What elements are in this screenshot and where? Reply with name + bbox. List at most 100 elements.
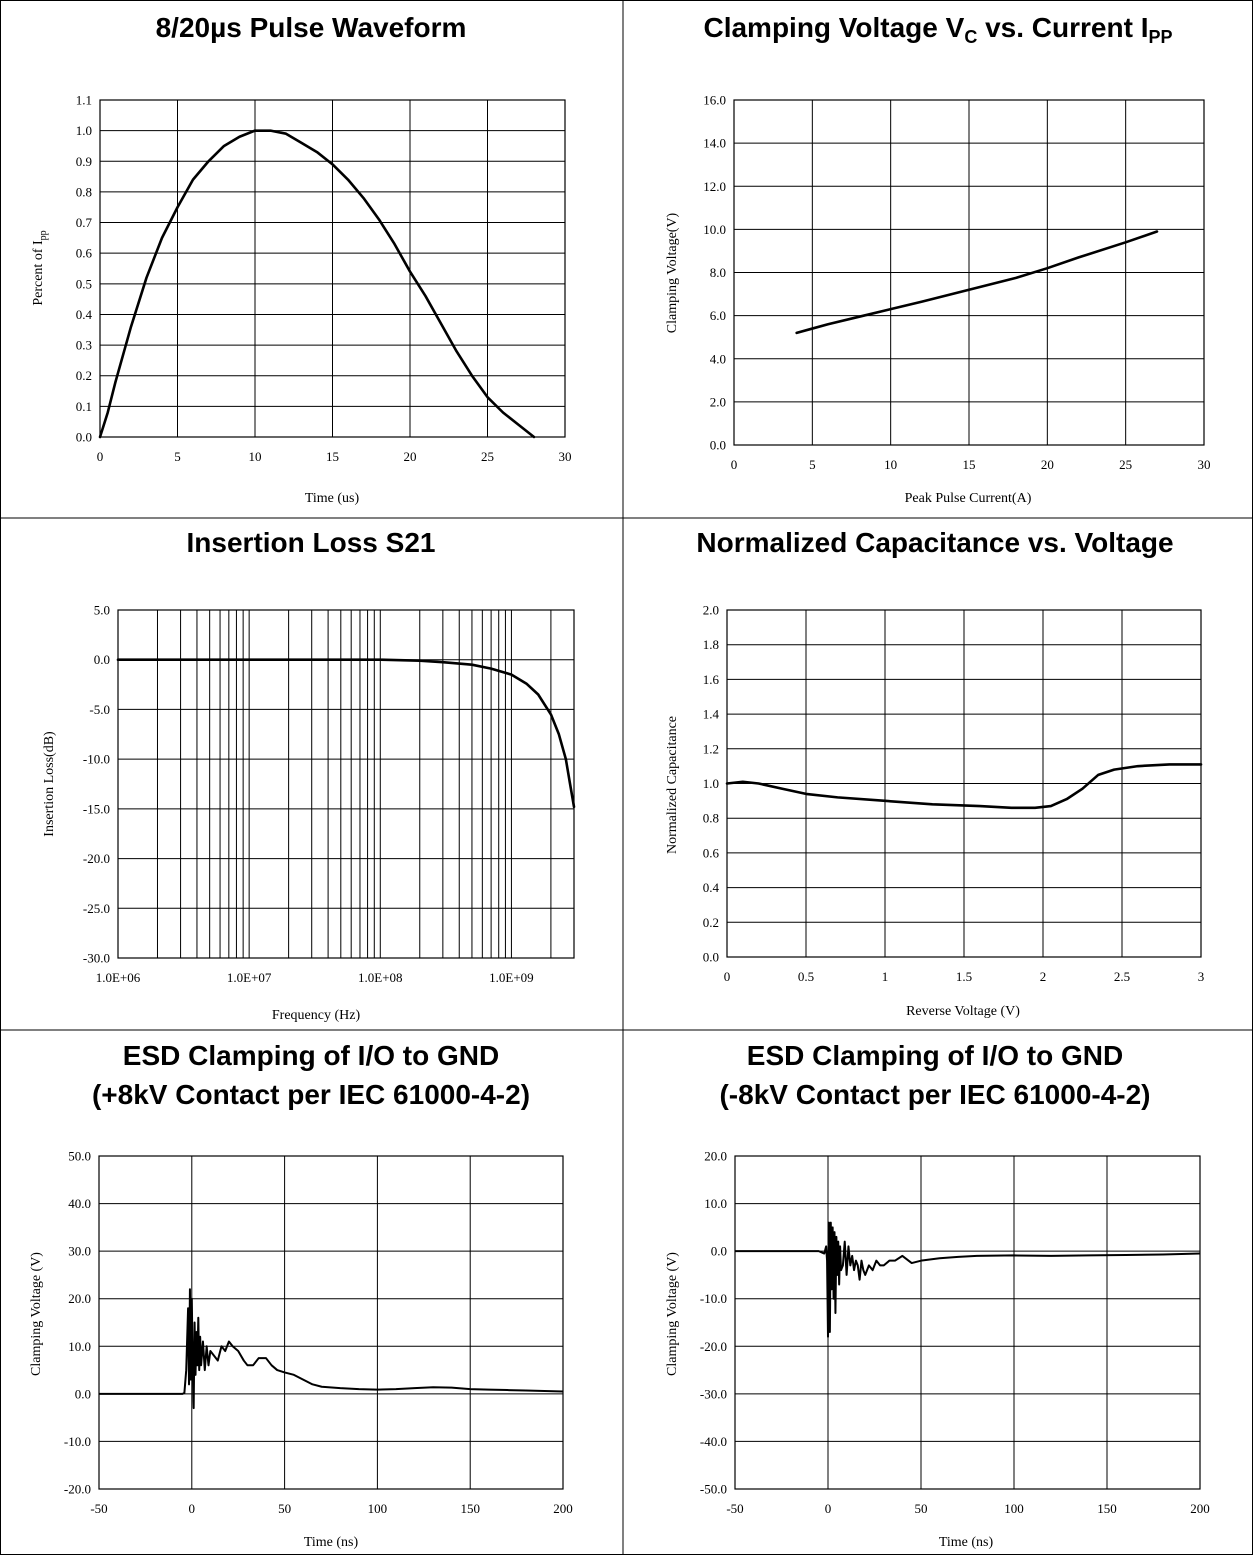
chart2-ytick-label: 0.0 — [710, 438, 726, 453]
chart2-ylabel: Clamping Voltage(V) — [665, 212, 680, 333]
chart2-xtick-label: 10 — [884, 457, 897, 472]
chart4-title: Normalized Capacitance vs. Voltage — [696, 527, 1173, 558]
chart4-xtick-label: 2 — [1040, 969, 1047, 984]
chart2-ytick-label: 8.0 — [710, 265, 726, 280]
chart3-ytick-label: -25.0 — [83, 901, 110, 916]
chart3-ytick-label: 5.0 — [94, 603, 110, 618]
chart2-ytick-label: 10.0 — [703, 222, 726, 237]
chart1-ylabel-main: Percent of I — [31, 240, 46, 306]
chart2-ytick-label: 2.0 — [710, 394, 726, 409]
chart4-ytick-label: 0.4 — [703, 880, 720, 895]
chart1-xtick-label: 20 — [404, 449, 417, 464]
chart6-ytick-label: 10.0 — [704, 1196, 727, 1211]
chart3-ytick-label: -15.0 — [83, 801, 110, 816]
chart2-series-line — [795, 230, 1159, 335]
chart6-series-line — [735, 1221, 1201, 1338]
chart1-xtick-label: 10 — [249, 449, 262, 464]
chart2-title-mid: vs. Current I — [977, 12, 1148, 43]
chart4-ytick-label: 1.4 — [703, 707, 720, 722]
chart6-ytick-label: -40.0 — [700, 1434, 727, 1449]
chart6-xtick-label: 50 — [915, 1501, 928, 1516]
chart2-ytick-label: 4.0 — [710, 351, 726, 366]
chart5-title-line1: ESD Clamping of I/O to GND — [123, 1040, 499, 1071]
chart2-ytick-label: 14.0 — [703, 136, 726, 151]
chart1-ytick-label: 0.0 — [76, 430, 92, 445]
chart5-title-line2: (+8kV Contact per IEC 61000-4-2) — [92, 1079, 530, 1110]
chart2-xtick-label: 15 — [963, 457, 976, 472]
chart5-xtick-label: 150 — [460, 1501, 480, 1516]
chart4-xlabel: Reverse Voltage (V) — [906, 1004, 1020, 1019]
chart2-ytick-label: 12.0 — [703, 179, 726, 194]
chart4-plot: 0.0 0.2 0.4 0.6 0.8 1.0 1.2 1.4 1.6 1.8 2.0 0 0.5 1 1.… — [703, 603, 1205, 985]
chart6-title-line2: (-8kV Contact per IEC 61000-4-2) — [719, 1079, 1150, 1110]
chart4-xtick-label: 3 — [1198, 969, 1205, 984]
chart2-title-main: Clamping Voltage V — [703, 12, 964, 43]
chart5-xtick-label: -50 — [90, 1501, 107, 1516]
chart1-ytick-label: 0.3 — [76, 338, 92, 353]
chart2-xtick-label: 5 — [809, 457, 816, 472]
chart3-title: Insertion Loss S21 — [187, 527, 436, 558]
chart5-ytick-label: 0.0 — [75, 1386, 91, 1401]
chart2-title-sub1: C — [964, 27, 977, 47]
chart3-series-line — [116, 658, 576, 809]
chart3-xtick-label: 1.0E+06 — [96, 970, 141, 985]
chart2-xtick-label: 30 — [1198, 457, 1211, 472]
chart6-ytick-label: -50.0 — [700, 1482, 727, 1497]
chart1-ylabel: Percent of Ipp — [31, 230, 49, 305]
chart2-title-sub2: PP — [1149, 27, 1173, 47]
chart1-ytick-label: 0.2 — [76, 368, 92, 383]
chart4-xtick-label: 1.5 — [956, 969, 972, 984]
chart3-ytick-label: 0.0 — [94, 652, 110, 667]
chart5-ytick-label: -10.0 — [64, 1434, 91, 1449]
chart4-xtick-label: 1 — [882, 969, 889, 984]
chart4-ylabel: Normalized Capacitance — [665, 716, 680, 854]
chart2-xlabel: Peak Pulse Current(A) — [905, 491, 1032, 506]
chart4-ytick-label: 0.2 — [703, 915, 719, 930]
chart5-ytick-label: 20.0 — [68, 1291, 91, 1306]
chart1-ytick-label: 0.7 — [76, 215, 93, 230]
chart5-xtick-label: 50 — [278, 1501, 291, 1516]
chart5-ylabel: Clamping Voltage (V) — [29, 1252, 44, 1376]
chart3-plot: -30.0 -25.0 -20.0 -15.0 -10.0 -5.0 0.0 5.0 1.0E+… — [83, 603, 576, 985]
chart6-ytick-label: -20.0 — [700, 1339, 727, 1354]
chart5-ytick-label: 40.0 — [68, 1196, 91, 1211]
chart6-xtick-label: 100 — [1004, 1501, 1024, 1516]
chart2-plot: 0.0 2.0 4.0 6.0 8.0 10.0 12.0 14.0 16.0 0 5 10 15 20 2… — [703, 93, 1210, 473]
chart1-xlabel: Time (us) — [305, 491, 360, 506]
chart4-ytick-label: 1.6 — [703, 672, 720, 687]
chart2-ytick-label: 6.0 — [710, 308, 726, 323]
chart2-plot-frame — [733, 99, 1205, 446]
chart1-ytick-label: 0.4 — [76, 307, 93, 322]
chart4-ytick-label: 1.0 — [703, 776, 719, 791]
chart4-xtick-label: 0 — [724, 969, 731, 984]
chart5-xlabel: Time (ns) — [304, 1535, 359, 1550]
chart4-ytick-label: 0.6 — [703, 845, 720, 860]
chart6-ylabel: Clamping Voltage (V) — [665, 1252, 680, 1376]
chart2-xtick-label: 20 — [1041, 457, 1054, 472]
chart6-xtick-label: 200 — [1190, 1501, 1210, 1516]
chart1-xtick-label: 30 — [559, 449, 572, 464]
chart4-xtick-label: 0.5 — [798, 969, 814, 984]
chart6-xtick-label: 0 — [825, 1501, 832, 1516]
chart1-ytick-label: 0.9 — [76, 154, 92, 169]
chart6-plot-frame — [734, 1155, 1201, 1490]
chart6-title-line1: ESD Clamping of I/O to GND — [747, 1040, 1123, 1071]
chart5-xtick-label: 0 — [189, 1501, 196, 1516]
chart6-xlabel: Time (ns) — [939, 1535, 994, 1550]
chart3-xtick-label: 1.0E+07 — [227, 970, 272, 985]
chart4-ytick-label: 1.2 — [703, 741, 719, 756]
chart6-ytick-label: -30.0 — [700, 1386, 727, 1401]
chart5-ytick-label: 10.0 — [68, 1339, 91, 1354]
chart3-ylabel: Insertion Loss(dB) — [42, 731, 57, 837]
chart1-ylabel-sub: pp — [38, 230, 49, 240]
chart1-ytick-label: 0.1 — [76, 399, 92, 414]
chart6-xtick-label: -50 — [726, 1501, 743, 1516]
chart5-ytick-label: -20.0 — [64, 1482, 91, 1497]
chart1-xtick-label: 0 — [97, 449, 104, 464]
chart1-ytick-label: 0.6 — [76, 246, 93, 261]
chart5-series-line — [99, 1288, 564, 1410]
chart4-ytick-label: 1.8 — [703, 637, 719, 652]
chart5-xtick-label: 200 — [553, 1501, 573, 1516]
chart1-ytick-label: 0.5 — [76, 276, 92, 291]
